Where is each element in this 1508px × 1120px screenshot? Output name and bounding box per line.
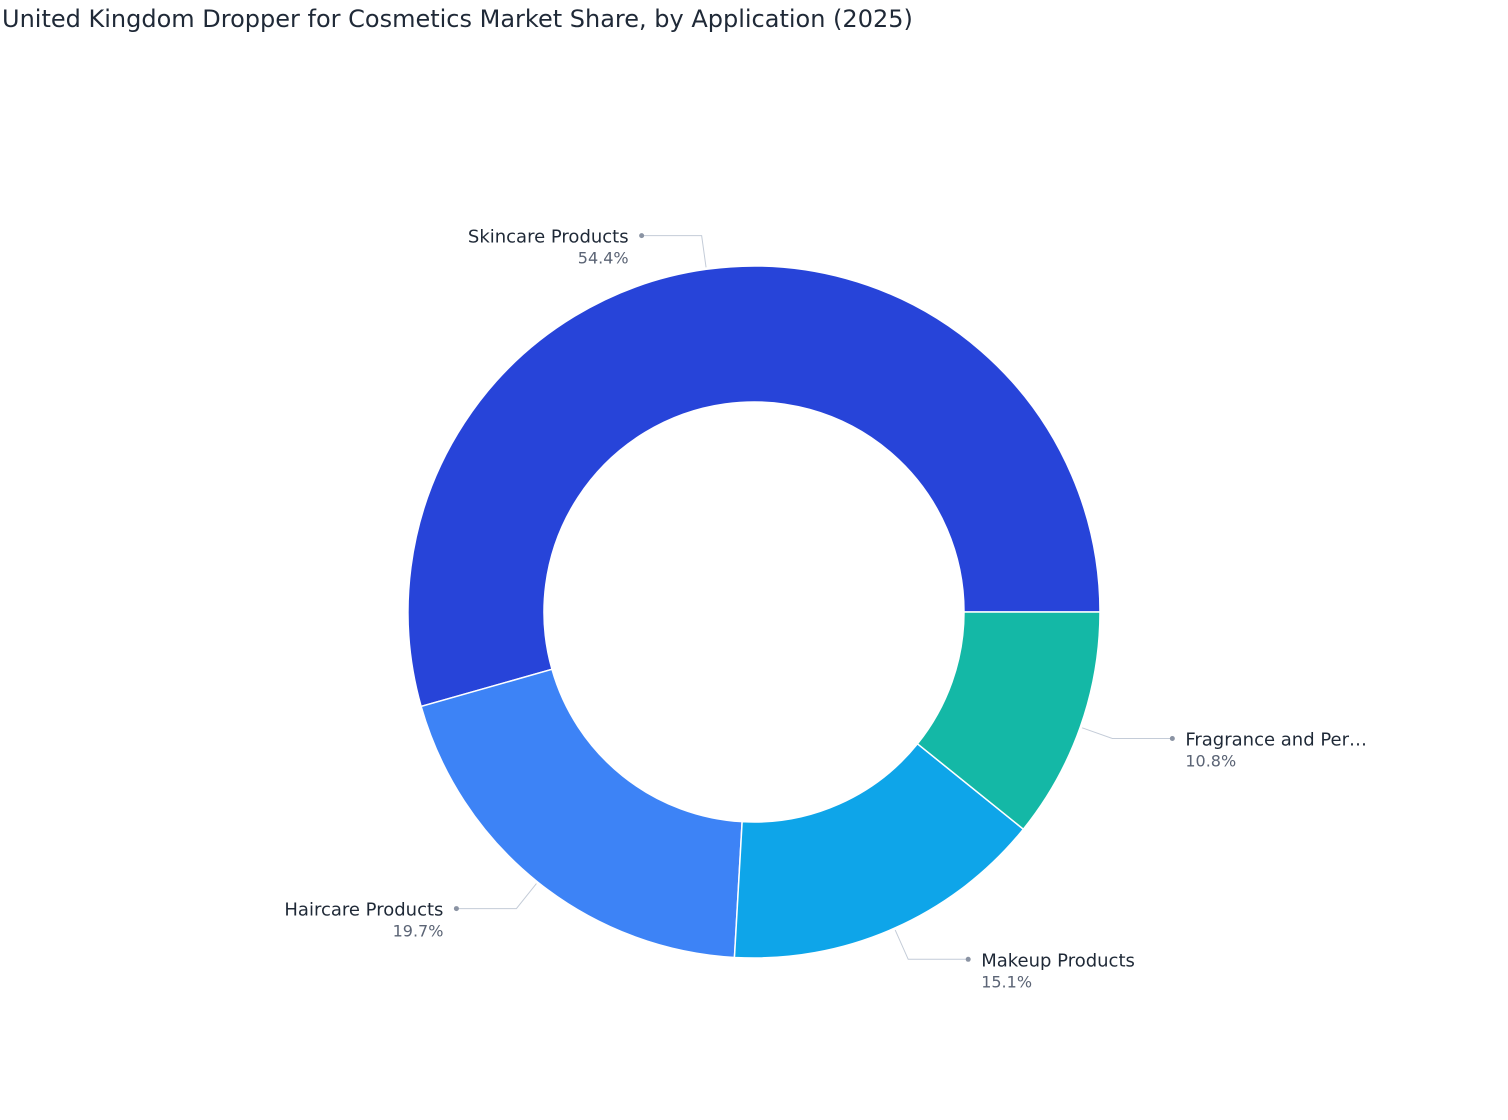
slice-label: Skincare Products [468, 227, 629, 248]
donut-slice [733, 742, 1025, 959]
leader-line [641, 235, 707, 268]
leader-dot [1169, 735, 1175, 741]
slice-value-label: 54.4% [578, 249, 629, 268]
leader-line [1081, 727, 1173, 739]
donut-slice [407, 265, 1101, 708]
slice-label: Fragrance and Per… [1185, 729, 1367, 750]
donut-slice [420, 668, 743, 959]
leader-line [894, 929, 969, 960]
leader-dot [453, 906, 459, 912]
leader-dot [639, 233, 645, 239]
chart-title: United Kingdom Dropper for Cosmetics Mar… [2, 5, 913, 33]
leader-dot [965, 956, 971, 962]
slice-label: Makeup Products [981, 950, 1135, 971]
slice-value-label: 19.7% [393, 922, 444, 941]
slice-value-label: 10.8% [1185, 751, 1236, 770]
donut-slice [916, 611, 1101, 831]
slice-value-label: 15.1% [981, 972, 1032, 991]
leader-line [456, 883, 537, 910]
slice-label: Haircare Products [284, 900, 443, 921]
